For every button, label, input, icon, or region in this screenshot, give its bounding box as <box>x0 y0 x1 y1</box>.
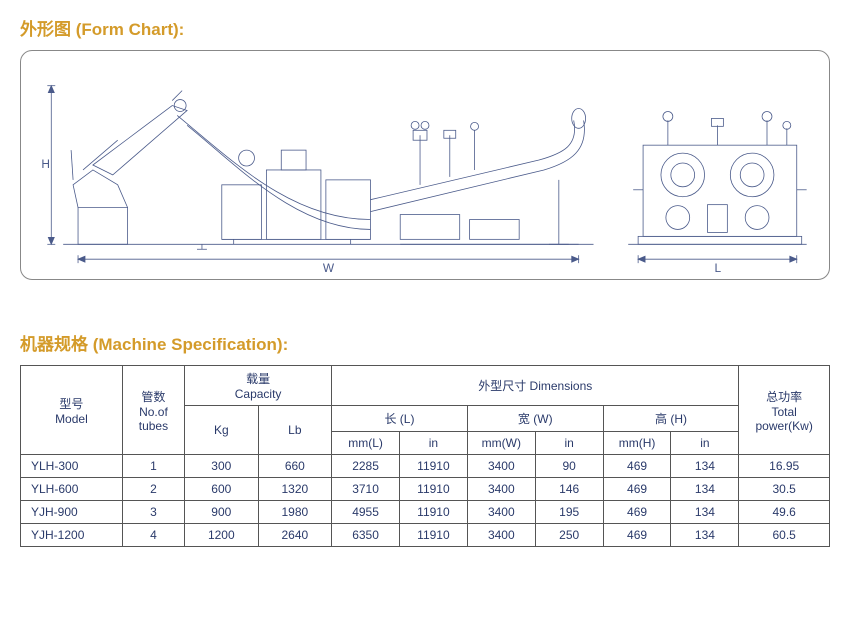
th-lmm: mm(L) <box>332 432 400 455</box>
spec-title: 机器规格 (Machine Specification): <box>20 330 830 355</box>
cell-lb: 1980 <box>258 501 332 524</box>
cell-lin: 11910 <box>399 501 467 524</box>
cell-lb: 2640 <box>258 524 332 547</box>
cell-hin: 134 <box>671 478 739 501</box>
th-win: in <box>535 432 603 455</box>
cell-win: 90 <box>535 455 603 478</box>
cell-kg: 600 <box>185 478 259 501</box>
th-model: 型号 Model <box>21 366 123 455</box>
th-hin: in <box>671 432 739 455</box>
cell-pow: 49.6 <box>739 501 830 524</box>
cell-lmm: 6350 <box>332 524 400 547</box>
cell-lin: 11910 <box>399 478 467 501</box>
cell-lb: 660 <box>258 455 332 478</box>
spec-tbody: YLH-300130066022851191034009046913416.95… <box>21 455 830 547</box>
cell-win: 195 <box>535 501 603 524</box>
cell-model: YLH-300 <box>21 455 123 478</box>
th-lin: in <box>399 432 467 455</box>
cell-lmm: 4955 <box>332 501 400 524</box>
dim-label-h: H <box>41 157 50 171</box>
cell-model: YJH-900 <box>21 501 123 524</box>
cell-tubes: 1 <box>122 455 184 478</box>
cell-hmm: 469 <box>603 501 671 524</box>
form-chart-diagram: H W <box>20 50 830 280</box>
th-dimensions: 外型尺寸 Dimensions <box>332 366 739 406</box>
cell-wmm: 3400 <box>467 455 535 478</box>
th-tubes: 管数 No.of tubes <box>122 366 184 455</box>
cell-kg: 300 <box>185 455 259 478</box>
machine-diagram-svg: H W <box>21 51 829 279</box>
cell-wmm: 3400 <box>467 478 535 501</box>
cell-model: YJH-1200 <box>21 524 123 547</box>
th-len: 长 (L) <box>332 406 468 432</box>
cell-lin: 11910 <box>399 524 467 547</box>
table-row: YJH-90039001980495511910340019546913449.… <box>21 501 830 524</box>
cell-lmm: 3710 <box>332 478 400 501</box>
cell-tubes: 2 <box>122 478 184 501</box>
th-capacity: 载量 Capacity <box>185 366 332 406</box>
dim-label-w: W <box>323 261 335 275</box>
cell-model: YLH-600 <box>21 478 123 501</box>
cell-pow: 30.5 <box>739 478 830 501</box>
th-wmm: mm(W) <box>467 432 535 455</box>
cell-lb: 1320 <box>258 478 332 501</box>
cell-wmm: 3400 <box>467 501 535 524</box>
th-power: 总功率 Total power(Kw) <box>739 366 830 455</box>
cell-hin: 134 <box>671 455 739 478</box>
th-kg: Kg <box>185 406 259 455</box>
cell-tubes: 3 <box>122 501 184 524</box>
th-wid: 宽 (W) <box>467 406 603 432</box>
cell-hmm: 469 <box>603 478 671 501</box>
cell-kg: 900 <box>185 501 259 524</box>
cell-hin: 134 <box>671 524 739 547</box>
cell-pow: 16.95 <box>739 455 830 478</box>
cell-hin: 134 <box>671 501 739 524</box>
form-chart-title: 外形图 (Form Chart): <box>20 15 830 40</box>
cell-hmm: 469 <box>603 455 671 478</box>
table-row: YLH-300130066022851191034009046913416.95 <box>21 455 830 478</box>
spec-table: 型号 Model 管数 No.of tubes 载量 Capacity 外型尺寸… <box>20 365 830 547</box>
table-row: YLH-60026001320371011910340014646913430.… <box>21 478 830 501</box>
cell-win: 146 <box>535 478 603 501</box>
cell-win: 250 <box>535 524 603 547</box>
cell-kg: 1200 <box>185 524 259 547</box>
cell-lmm: 2285 <box>332 455 400 478</box>
cell-tubes: 4 <box>122 524 184 547</box>
dim-label-l: L <box>714 261 721 275</box>
cell-hmm: 469 <box>603 524 671 547</box>
cell-lin: 11910 <box>399 455 467 478</box>
th-hmm: mm(H) <box>603 432 671 455</box>
cell-pow: 60.5 <box>739 524 830 547</box>
th-lb: Lb <box>258 406 332 455</box>
cell-wmm: 3400 <box>467 524 535 547</box>
th-hgt: 高 (H) <box>603 406 739 432</box>
table-row: YJH-120041200264063501191034002504691346… <box>21 524 830 547</box>
